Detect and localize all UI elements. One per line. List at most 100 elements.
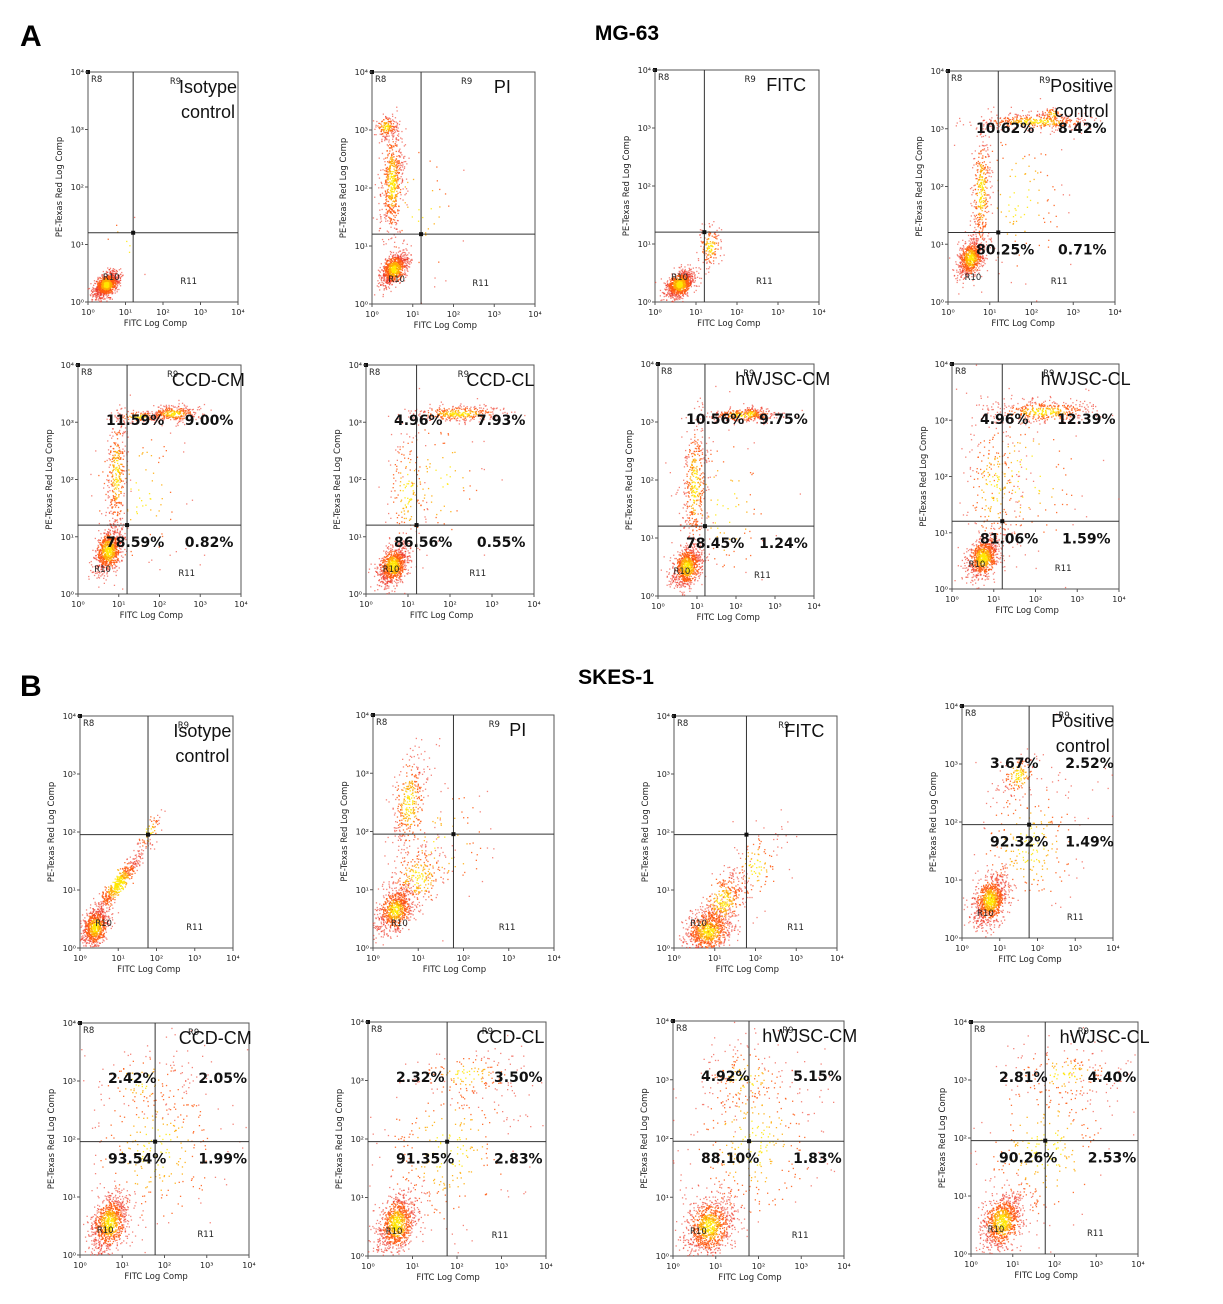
scatter-dot (89, 288, 90, 289)
scatter-dot (99, 297, 100, 298)
panel-a-letter: A (20, 20, 42, 53)
scatter-dot (404, 269, 405, 270)
scatter-dot (104, 291, 105, 292)
scatter-dot (95, 289, 96, 290)
x-tick-label: 10⁴ (231, 308, 244, 317)
scatter-dot (97, 277, 98, 278)
scatter-dot (120, 283, 121, 284)
scatter-dot (110, 291, 111, 292)
scatter-dot (408, 266, 409, 267)
y-axis-label: PE-Texas Red Log Comp (55, 137, 65, 238)
scatter-dot (407, 265, 408, 266)
scatter-dot (120, 274, 121, 275)
region-label-r11: R11 (180, 277, 197, 287)
scatter-dot (384, 276, 385, 277)
scatter-dot (406, 255, 407, 256)
scatter-dot (387, 264, 388, 265)
scatter-dot (93, 290, 94, 291)
scatter-dot (407, 269, 408, 270)
plot-title-line: Isotype (179, 77, 237, 97)
region-label-r8: R8 (91, 75, 102, 85)
scatter-dot (100, 294, 101, 295)
scatter-dot (111, 285, 112, 286)
scatter-dot (103, 271, 104, 272)
scatter-dot (389, 263, 390, 264)
scatter-dot (103, 289, 104, 290)
scatter-dot (100, 284, 101, 285)
scatter-dot (379, 274, 380, 275)
plot-title-line: control (181, 102, 235, 122)
scatter-dot (112, 293, 113, 294)
scatter-dot (392, 256, 393, 257)
scatter-dot (407, 268, 408, 269)
scatter-dot (411, 254, 412, 255)
scatter-dot (99, 286, 100, 287)
x-axis-label: FITC Log Comp (124, 319, 187, 329)
scatter-dot (406, 250, 407, 251)
scatter-dot (90, 283, 91, 284)
x-tick-label: 10³ (194, 308, 207, 317)
scatter-dot (129, 252, 130, 253)
scatter-dot (134, 217, 135, 218)
scatter-dot (93, 285, 94, 286)
scatter-dot (92, 287, 93, 288)
scatter-dot (112, 289, 113, 290)
scatter-dot (115, 292, 116, 293)
scatter-dot (384, 288, 385, 289)
scatter-dot (92, 291, 93, 292)
scatter-dot (116, 286, 117, 287)
scatter-dot (114, 269, 115, 270)
scatter-dot (99, 301, 100, 302)
scatter-dot (94, 283, 95, 284)
y-tick-label: 10³ (71, 126, 84, 135)
scatter-dot (104, 285, 105, 286)
scatter-dot (108, 297, 109, 298)
scatter-dot (103, 293, 104, 294)
scatter-dot (96, 281, 97, 282)
gate-handle (131, 231, 135, 235)
scatter-dot (99, 281, 100, 282)
scatter-dot (88, 288, 89, 289)
scatter-dot (92, 289, 93, 290)
scatter-dot (114, 286, 115, 287)
scatter-dot (108, 239, 109, 240)
scatter-dot (394, 246, 395, 247)
scatter-dot (377, 285, 378, 286)
scatter-dot (100, 280, 101, 281)
scatter-dot (106, 271, 107, 272)
scatter-dot (403, 249, 404, 250)
scatter-dot (98, 285, 99, 286)
scatter-dot (119, 283, 120, 284)
scatter-dot (99, 294, 100, 295)
scatter-dot (120, 285, 121, 286)
scatter-dot (104, 293, 105, 294)
scatter-dot (382, 282, 383, 283)
scatter-dot (99, 283, 100, 284)
scatter-dot (383, 285, 384, 286)
scatter-dot (95, 293, 96, 294)
scatter-dot (113, 283, 114, 284)
scatter-dot (109, 285, 110, 286)
x-tick-label: 10² (156, 308, 169, 317)
scatter-dot (377, 280, 378, 281)
scatter-dot (108, 290, 109, 291)
scatter-dot (108, 295, 109, 296)
scatter-dot (92, 296, 93, 297)
scatter-dot (405, 277, 406, 278)
scatter-dot (126, 241, 127, 242)
scatter-dot (104, 289, 105, 290)
scatter-dot (107, 296, 108, 297)
scatter-dot (91, 293, 92, 294)
scatter-dot (374, 294, 375, 295)
scatter-dot (104, 286, 105, 287)
scatter-dot (397, 255, 398, 256)
scatter-dot (120, 280, 121, 281)
scatter-dot (106, 290, 107, 291)
scatter-dot (96, 295, 97, 296)
scatter-dot (104, 298, 105, 299)
scatter-dot (97, 283, 98, 284)
scatter-dot (101, 292, 102, 293)
scatter-dot (110, 289, 111, 290)
scatter-dot (117, 289, 118, 290)
x-tick-label: 10⁰ (81, 308, 94, 317)
